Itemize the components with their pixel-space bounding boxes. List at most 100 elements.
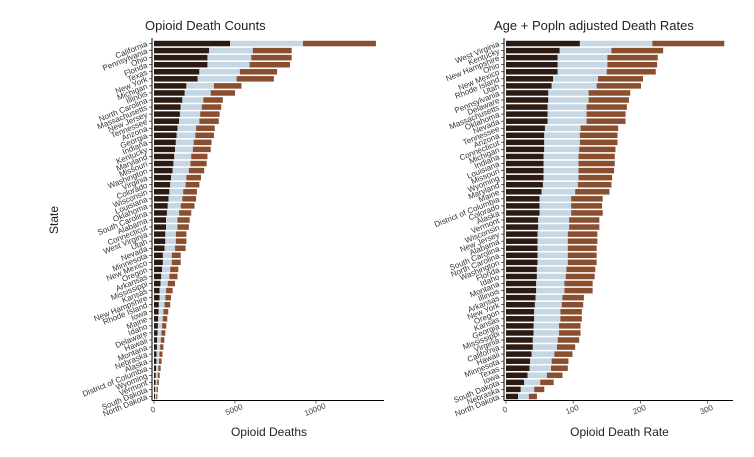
bar-segment: [506, 386, 521, 393]
bar-segment: [162, 259, 172, 266]
bar-segment: [559, 47, 612, 54]
bar-segment: [170, 266, 179, 273]
bar-segment: [560, 309, 582, 315]
bar-segment: [547, 111, 587, 117]
bar-segment: [506, 323, 534, 329]
bar-segment: [543, 153, 579, 160]
bar-segment: [586, 118, 626, 124]
bar-segment: [506, 379, 525, 386]
bar-segment: [506, 344, 533, 350]
bar-segment: [534, 309, 561, 315]
bar-segment: [578, 153, 615, 160]
bar-segment: [586, 111, 626, 117]
bar-segment: [154, 280, 161, 287]
bar-segment: [542, 181, 578, 188]
tick-label-x: 100: [564, 403, 580, 417]
bar-segment: [154, 386, 156, 393]
bar-segment: [162, 316, 168, 322]
bar-segment: [154, 309, 159, 315]
bar-segment: [506, 125, 545, 131]
bar-segment: [209, 47, 253, 54]
bar-segment: [249, 61, 291, 68]
bar-segment: [557, 54, 608, 61]
bar-segment: [506, 351, 532, 357]
bar-segment: [154, 294, 160, 301]
bar-segment: [553, 76, 599, 82]
bar-segment: [167, 280, 176, 287]
bar-segment: [154, 76, 198, 82]
bar-segment: [506, 146, 545, 153]
bar-segment: [167, 203, 181, 209]
bar-segment: [192, 146, 211, 153]
bar-segment: [506, 104, 548, 110]
bar-segment: [159, 287, 167, 294]
bar-segment: [506, 231, 538, 237]
bar-segment: [162, 323, 167, 329]
bar-segment: [506, 365, 530, 371]
bar-segment: [565, 273, 595, 280]
bar-segment: [506, 316, 535, 322]
bar-segment: [154, 125, 178, 131]
bar-segment: [154, 245, 165, 251]
bar-segment: [154, 217, 167, 223]
bar-segment: [155, 386, 157, 393]
x-axis-title: Opioid Deaths: [231, 425, 307, 439]
bar-segment: [175, 238, 187, 244]
bar-segment: [207, 54, 252, 61]
bar-segment: [154, 273, 162, 280]
bar-segment: [154, 47, 210, 54]
bar-segment: [169, 189, 184, 195]
bar-segment: [154, 301, 159, 308]
bar-segment: [160, 344, 164, 350]
bar-segment: [179, 111, 201, 117]
bar-segment: [160, 280, 168, 287]
bar-segment: [210, 90, 235, 96]
bar-segment: [154, 287, 160, 294]
bar-segment: [154, 252, 163, 259]
bar-segment: [201, 104, 222, 110]
bar-segment: [506, 266, 537, 273]
bar-segment: [159, 358, 162, 364]
bar-segment: [154, 111, 180, 117]
bar-segment: [575, 189, 610, 195]
bar-segment: [154, 90, 185, 96]
bar-segment: [203, 97, 223, 103]
bar-segment: [506, 69, 558, 75]
bar-segment: [539, 203, 572, 209]
bar-segment: [532, 337, 558, 343]
bar-segment: [537, 238, 568, 244]
bar-segment: [213, 83, 242, 89]
y-axis-title: State: [47, 206, 61, 234]
bar-segment: [543, 167, 579, 174]
bar-segment: [559, 330, 581, 336]
tick-label-x: 200: [632, 403, 648, 417]
bar-segment: [164, 245, 176, 251]
bar-segment: [506, 337, 533, 343]
bar-segment: [506, 309, 535, 315]
bar-segment: [551, 83, 597, 89]
bar-segment: [179, 118, 200, 124]
bar-segment: [154, 203, 168, 209]
bar-segment: [544, 125, 581, 131]
bar-segment: [161, 273, 170, 280]
bar-segment: [567, 238, 598, 244]
bar-segment: [506, 111, 548, 117]
bar-segment: [158, 309, 164, 315]
bar-segment: [537, 231, 568, 237]
bar-segment: [506, 301, 535, 308]
bar-segment: [506, 61, 558, 68]
bar-segment: [579, 132, 618, 139]
bar-segment: [607, 54, 658, 61]
bar-segment: [157, 330, 162, 336]
bar-segment: [251, 54, 292, 61]
tick-label-x: 0: [149, 404, 157, 414]
bar-segment: [171, 174, 187, 181]
bar-segment: [506, 210, 540, 216]
bar-segment: [195, 132, 214, 139]
bar-segment: [154, 379, 156, 386]
bar-segment: [199, 118, 219, 124]
bar-segment: [154, 266, 163, 273]
bar-segment: [578, 167, 615, 174]
bar-segment: [537, 245, 568, 251]
